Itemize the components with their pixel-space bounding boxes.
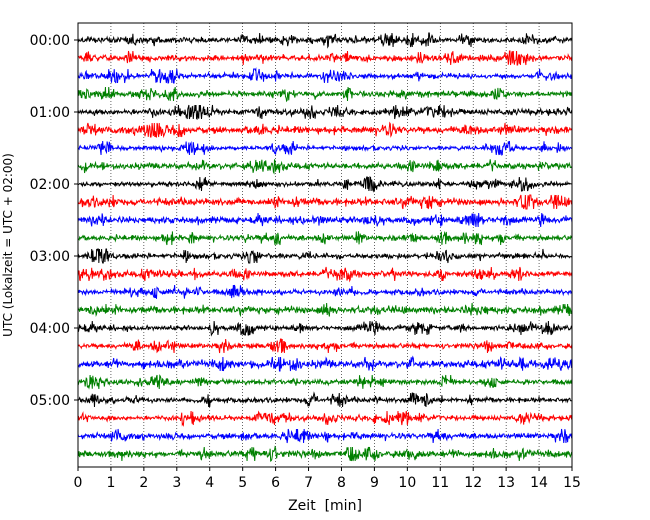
plot-frame: [77, 22, 573, 468]
trace-8: [77, 176, 573, 193]
trace-7: [77, 159, 573, 175]
y-tick-label-3: 03:00: [30, 249, 70, 265]
trace-16: [77, 320, 573, 337]
y-tick-label-1: 01:00: [30, 105, 70, 121]
x-axis-ticks: 0 1 2 3 4 5 6 7 8 9 10 11 12 13 14 15: [74, 467, 581, 491]
y-tick-label-0: 00:00: [30, 33, 70, 49]
trace-5: [77, 121, 573, 139]
x-axis-label: Zeit [min]: [288, 498, 362, 514]
y-tick-label-2: 02:00: [30, 177, 70, 193]
trace-22: [77, 428, 573, 444]
vertical-grid: [110, 23, 540, 467]
x-tick-label-2: 2: [139, 475, 148, 491]
trace-23: [77, 445, 573, 462]
x-tick-label-3: 3: [172, 475, 181, 491]
trace-19: [77, 374, 573, 390]
x-tick-label-9: 9: [370, 475, 379, 491]
trace-15: [77, 302, 573, 318]
x-tick-label-4: 4: [205, 475, 214, 491]
trace-10: [77, 212, 573, 228]
x-tick-label-8: 8: [337, 475, 346, 491]
x-tick-label-13: 13: [497, 475, 515, 491]
x-tick-label-6: 6: [271, 475, 280, 491]
trace-20: [77, 391, 573, 408]
x-tick-label-0: 0: [74, 475, 83, 491]
x-tick-label-7: 7: [304, 475, 313, 491]
trace-3: [77, 86, 573, 103]
x-tick-label-5: 5: [238, 475, 247, 491]
y-tick-label-5: 05:00: [30, 393, 70, 409]
x-tick-label-15: 15: [563, 475, 581, 491]
trace-17: [77, 338, 573, 354]
x-tick-label-11: 11: [431, 475, 449, 491]
trace-4: [77, 104, 573, 120]
x-tick-label-1: 1: [106, 475, 115, 491]
seismic-traces: [77, 32, 573, 462]
trace-9: [77, 194, 573, 210]
y-axis-label: UTC (Lokalzeit = UTC + 02:00): [1, 153, 15, 337]
y-tick-label-4: 04:00: [30, 321, 70, 337]
trace-0: [77, 32, 573, 49]
x-tick-label-14: 14: [530, 475, 548, 491]
y-axis-ticks: 00:00 01:00 02:00 03:00 04:00 05:00: [30, 33, 78, 409]
trace-12: [77, 248, 573, 264]
x-tick-label-10: 10: [398, 475, 416, 491]
trace-13: [77, 266, 573, 283]
trace-21: [77, 410, 573, 427]
trace-11: [77, 230, 573, 246]
x-tick-label-12: 12: [464, 475, 482, 491]
trace-1: [77, 50, 573, 66]
trace-18: [77, 355, 573, 372]
trace-6: [77, 140, 573, 156]
trace-14: [77, 284, 573, 299]
trace-2: [77, 67, 573, 84]
